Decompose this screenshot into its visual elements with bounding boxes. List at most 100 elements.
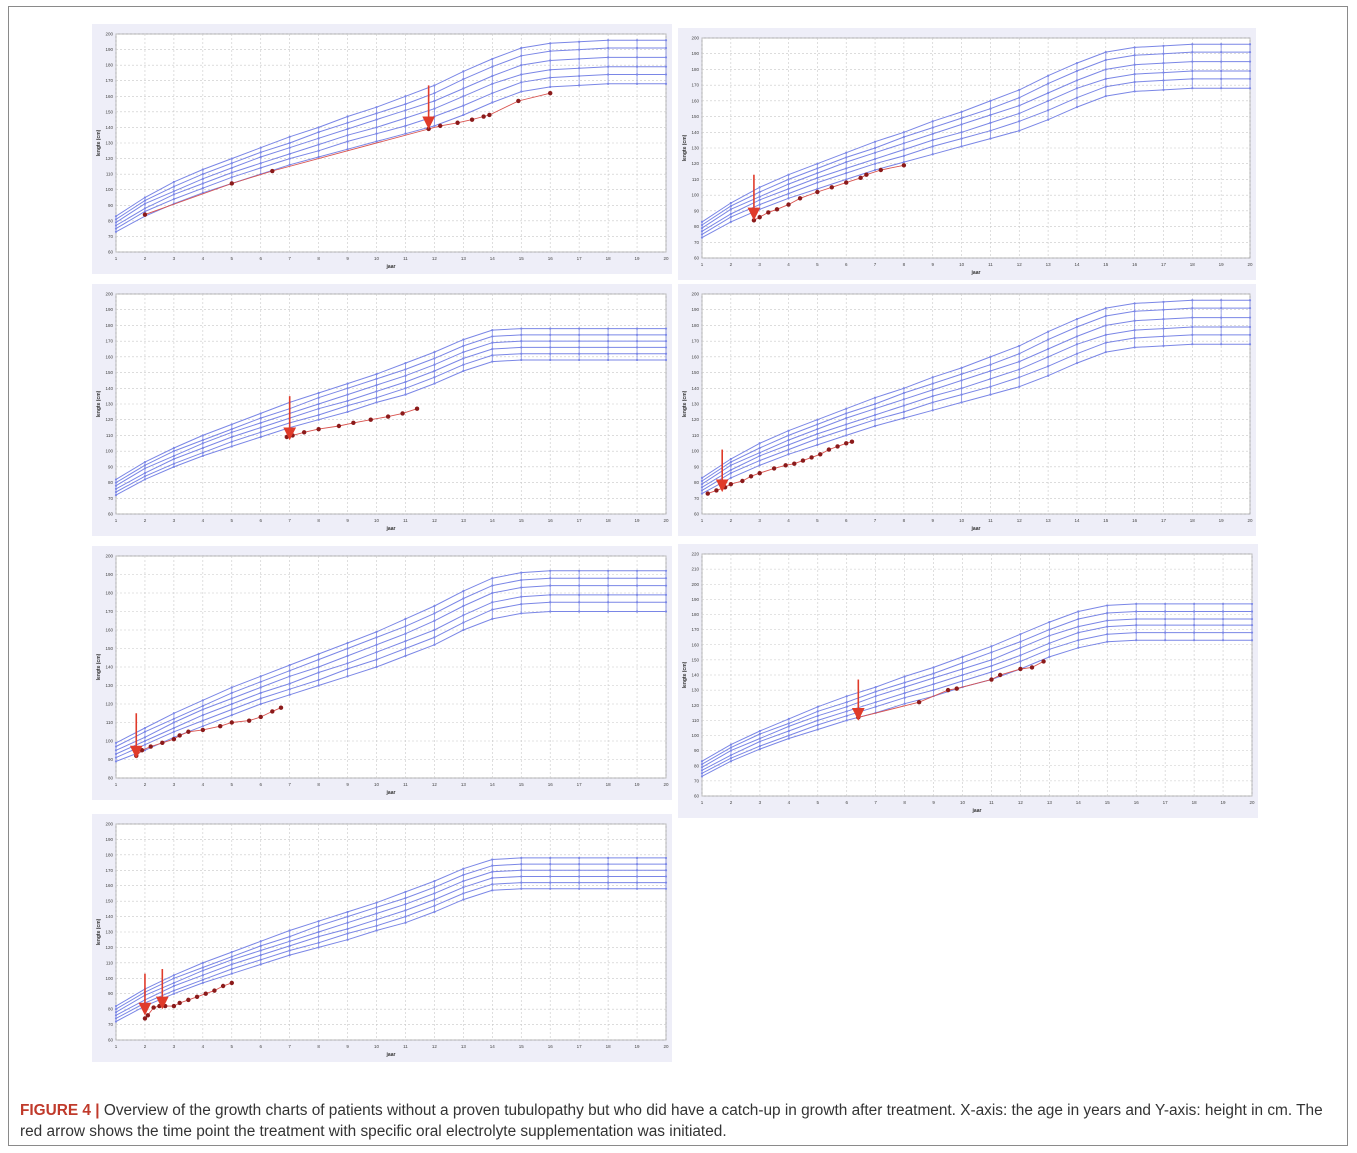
patient-measurement-point (469, 117, 475, 122)
percentile-point (635, 869, 639, 872)
percentile-point (491, 347, 494, 351)
percentile-point (462, 597, 465, 600)
percentile-point (172, 977, 175, 980)
percentile-point (317, 941, 320, 944)
percentile-point (317, 137, 320, 140)
percentile-point (172, 454, 175, 457)
y-tick-label: 200 (691, 36, 699, 41)
percentile-point (404, 632, 407, 635)
percentile-curve-1 (115, 359, 666, 496)
percentile-point (1191, 325, 1194, 329)
percentile-point (700, 769, 704, 772)
percentile-point (1220, 60, 1223, 63)
percentile-point (1162, 44, 1165, 47)
percentile-point (1075, 318, 1079, 321)
percentile-point (874, 686, 877, 689)
x-tick-label: 10 (374, 518, 380, 523)
percentile-point (1220, 51, 1223, 54)
y-tick-label: 110 (692, 177, 700, 182)
percentile-point (607, 358, 610, 362)
y-tick-label: 120 (691, 417, 699, 422)
x-tick-label: 7 (288, 1044, 291, 1049)
x-tick-label: 17 (577, 518, 583, 523)
patient-measurement-point (989, 677, 994, 682)
percentile-point (932, 672, 935, 675)
percentile-point (288, 152, 291, 155)
x-tick-label: 16 (1134, 800, 1140, 805)
percentile-point (1250, 602, 1254, 606)
x-tick-label: 20 (663, 256, 669, 261)
percentile-point (1191, 87, 1194, 90)
x-tick-label: 19 (635, 256, 641, 261)
percentile-point (816, 167, 819, 170)
percentile-point (1193, 631, 1196, 634)
percentile-point (201, 719, 204, 722)
percentile-point (1191, 307, 1194, 310)
y-tick-label: 100 (105, 739, 113, 744)
percentile-point (317, 924, 320, 927)
percentile-point (433, 115, 436, 118)
percentile-point (1193, 602, 1196, 606)
percentile-point (346, 115, 349, 118)
y-tick-label: 80 (108, 218, 114, 223)
percentile-point (201, 434, 204, 437)
percentile-point (1075, 87, 1079, 90)
percentile-point (317, 413, 320, 417)
percentile-curve-5 (115, 47, 666, 220)
percentile-point (1104, 314, 1107, 318)
x-tick-label: 17 (577, 256, 583, 261)
x-tick-label: 3 (758, 262, 761, 267)
percentile-point (635, 327, 639, 330)
percentile-point (201, 704, 204, 707)
percentile-point (520, 595, 523, 598)
percentile-point (230, 166, 233, 170)
percentile-point (816, 705, 819, 708)
x-axis-label: jaar (972, 808, 982, 814)
percentile-point (758, 198, 761, 201)
percentile-point (729, 468, 732, 472)
percentile-point (578, 84, 581, 87)
percentile-point (1220, 343, 1223, 346)
percentile-point (635, 601, 639, 604)
percentile-point (317, 149, 320, 152)
percentile-point (114, 1004, 118, 1008)
x-tick-label: 6 (259, 1044, 262, 1049)
percentile-point (990, 658, 993, 661)
x-tick-label: 12 (1017, 518, 1023, 523)
percentile-point (729, 757, 733, 760)
percentile-point (549, 593, 552, 596)
x-tick-label: 8 (903, 518, 906, 523)
percentile-point (1019, 660, 1022, 663)
percentile-point (1019, 633, 1022, 636)
percentile-curve-6 (115, 857, 666, 1007)
percentile-point (700, 476, 704, 479)
percentile-point (114, 756, 118, 759)
y-tick-label: 150 (105, 370, 113, 375)
percentile-point (317, 671, 320, 674)
percentile-point (729, 201, 732, 205)
percentile-point (520, 54, 523, 57)
percentile-point (462, 357, 465, 360)
percentile-point (462, 369, 465, 373)
percentile-point (172, 462, 175, 465)
percentile-point (549, 327, 552, 330)
x-tick-label: 1 (701, 262, 704, 267)
percentile-curve-4 (115, 585, 666, 751)
percentile-point (201, 187, 204, 190)
percentile-point (1047, 91, 1050, 95)
percentile-curve-5 (701, 51, 1250, 226)
y-tick-label: 70 (694, 240, 700, 245)
percentile-point (816, 443, 819, 446)
percentile-point (635, 569, 639, 572)
y-tick-label: 90 (108, 464, 114, 469)
x-tick-label: 4 (787, 518, 790, 523)
percentile-point (230, 950, 233, 954)
percentile-point (664, 875, 668, 878)
percentile-point (288, 135, 291, 138)
patient-measurement-point (290, 433, 295, 438)
x-tick-label: 9 (346, 256, 349, 261)
percentile-point (845, 719, 848, 722)
percentile-point (1018, 112, 1021, 115)
percentile-point (375, 377, 378, 380)
patient-measurement-point (229, 181, 234, 186)
